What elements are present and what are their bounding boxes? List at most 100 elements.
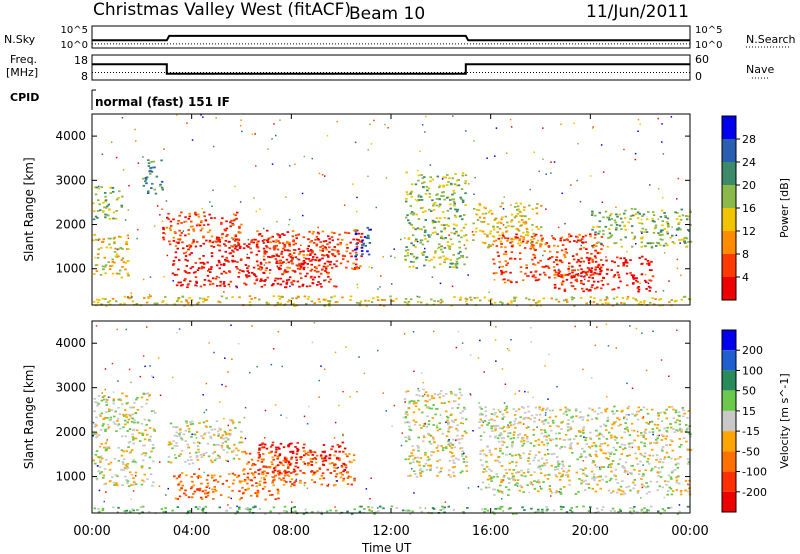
velocity-cell <box>516 482 519 485</box>
power-cell <box>461 256 465 258</box>
power-cell <box>596 225 599 228</box>
velocity-cell <box>211 488 214 491</box>
velocity-cell <box>378 505 382 508</box>
power-noise-cell <box>164 233 167 235</box>
velocity-cell <box>414 473 417 475</box>
velocity-cell <box>511 441 514 443</box>
power-cell <box>684 242 687 244</box>
velocity-cell <box>131 433 134 436</box>
power-noise-cell <box>644 273 647 276</box>
velocity-cell <box>154 412 157 414</box>
power-cell <box>208 239 212 242</box>
velocity-cell <box>205 479 209 481</box>
velocity-cell <box>251 464 254 467</box>
velocity-cell <box>638 470 641 472</box>
power-cell <box>267 237 271 240</box>
power-cell <box>306 247 309 250</box>
velocity-cell <box>561 460 564 463</box>
power-cell <box>601 283 605 286</box>
power-cell <box>291 256 294 259</box>
power-cell <box>182 247 185 250</box>
power-cell <box>199 229 203 232</box>
velocity-cell <box>437 471 441 474</box>
power-cell <box>360 232 364 235</box>
power-cell <box>644 258 647 261</box>
velocity-cell <box>92 459 96 462</box>
power-cell <box>253 274 256 277</box>
power-cell <box>223 243 226 246</box>
velocity-cell <box>152 460 155 463</box>
power-cell <box>245 276 249 279</box>
velocity-cell <box>411 510 414 513</box>
power-cell <box>349 252 352 255</box>
power-cell <box>502 235 505 238</box>
nsearch-tick-top: 10^5 <box>695 25 722 36</box>
power-cell <box>520 215 524 217</box>
velocity-noise-cell <box>439 414 442 416</box>
velocity-cell <box>628 454 631 457</box>
velocity-cell <box>562 470 565 473</box>
velocity-cell <box>585 443 589 445</box>
velocity-cell <box>645 486 648 489</box>
velocity-cell <box>178 489 181 491</box>
velocity-cell <box>627 405 631 408</box>
power-cell <box>288 267 291 269</box>
velocity-cell <box>407 421 411 424</box>
velocity-cell <box>501 427 504 430</box>
power-cell <box>231 260 235 263</box>
velocity-cell <box>246 472 250 475</box>
power-cell <box>407 219 410 222</box>
velocity-cell <box>412 458 415 461</box>
power-cell <box>483 296 486 299</box>
power-region <box>254 229 364 275</box>
power-cell <box>327 235 330 238</box>
power-cell <box>512 238 515 241</box>
velocity-cell <box>591 487 594 490</box>
velocity-cell <box>289 480 292 483</box>
velocity-cell <box>675 481 679 484</box>
power-cell <box>442 195 445 197</box>
power-noise-cell <box>558 268 560 271</box>
power-cell <box>564 256 567 259</box>
velocity-cell <box>527 471 530 473</box>
power-cell <box>406 248 410 251</box>
power-noise-cell <box>531 229 534 231</box>
velocity-cell <box>485 470 488 473</box>
velocity-cell <box>147 419 151 422</box>
power-cell <box>478 216 482 219</box>
power-cell <box>635 277 638 279</box>
power-cell <box>310 268 314 271</box>
power-cell <box>437 220 441 223</box>
power-cell <box>433 226 436 229</box>
velocity-cell <box>255 485 258 488</box>
power-cell <box>313 269 317 272</box>
velocity-cell <box>448 426 452 428</box>
velocity-cell <box>633 439 636 442</box>
velocity-noise-cell <box>144 365 146 368</box>
velocity-cell <box>411 445 414 448</box>
velocity-cell <box>501 492 504 495</box>
velocity-cell <box>447 440 450 443</box>
velocity-cell <box>321 472 325 475</box>
velocity-cell <box>407 458 410 460</box>
power-cell <box>246 267 249 270</box>
velocity-noise-cell <box>191 433 193 436</box>
velocity-noise-cell <box>640 497 642 499</box>
power-cell <box>356 242 359 244</box>
velocity-cell <box>669 487 673 490</box>
power-cell <box>441 211 445 213</box>
velocity-cell <box>256 459 260 462</box>
power-cell <box>360 241 364 243</box>
velocity-cell <box>128 471 132 474</box>
velocity-cell <box>562 465 565 468</box>
power-cell <box>533 234 537 237</box>
power-cell <box>354 248 357 251</box>
velocity-cell <box>211 461 214 464</box>
power-cell <box>92 218 96 221</box>
power-cell <box>626 296 630 298</box>
velocity-cell <box>121 461 125 463</box>
power-noise-cell <box>601 201 604 203</box>
power-cell <box>428 259 431 262</box>
velocity-cell <box>177 483 180 486</box>
velocity-cell <box>640 441 643 444</box>
